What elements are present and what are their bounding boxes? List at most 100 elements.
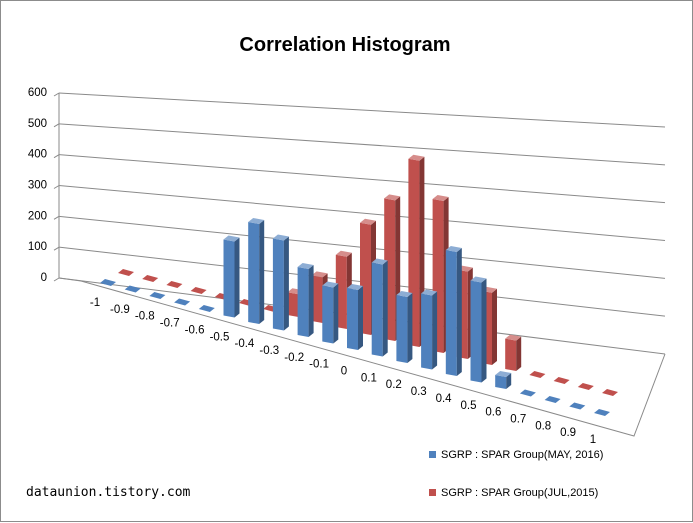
x-tick-label: 0.4	[436, 393, 453, 405]
bar-side	[358, 286, 363, 350]
gridline	[58, 123, 666, 166]
chart-title: Correlation Histogram	[239, 34, 450, 56]
x-tick-label: -0.8	[135, 311, 155, 323]
bar-top	[248, 218, 265, 224]
bar-top	[347, 284, 363, 290]
bar-floor-marker	[174, 298, 191, 306]
bar-side	[407, 293, 413, 363]
bar-top	[223, 235, 240, 242]
y-tick-label: 100	[28, 241, 47, 253]
bar-blue	[371, 258, 388, 357]
gridline-stub	[53, 215, 60, 220]
bar-top	[421, 289, 438, 296]
bar-blue	[248, 218, 265, 324]
x-tick-label: 1	[590, 434, 596, 446]
bar-top	[311, 271, 328, 278]
bar-red	[577, 383, 594, 390]
bar-floor-marker	[142, 275, 159, 282]
floor-outline	[58, 277, 666, 437]
x-tick-label: -0.5	[210, 331, 230, 343]
bar-red	[142, 275, 159, 282]
bar-blue	[174, 298, 191, 306]
x-tick-label: 0.6	[485, 407, 501, 419]
bar-floor-marker	[149, 292, 166, 299]
bar-floor-marker	[166, 281, 183, 288]
bar-blue	[272, 234, 289, 331]
y-tick-label: 600	[28, 87, 47, 99]
bar-top	[396, 291, 413, 297]
legend-item-may-2016: SGRP : SPAR Group(MAY, 2016)	[429, 449, 603, 461]
bar-front	[287, 292, 299, 317]
y-tick-label: 500	[28, 118, 47, 130]
bar-floor-marker	[118, 269, 134, 276]
bar-floor-marker	[100, 279, 116, 286]
bar-side	[432, 291, 438, 370]
x-axis-ticks: -1 -0.9 -0.8 -0.7 -0.6 -0.5 -0.4 -0.3 -0.2 -0.1 0 0…	[90, 297, 596, 446]
legend-swatch	[429, 451, 436, 458]
bar-blue	[149, 292, 166, 299]
bar-floor-marker	[553, 377, 570, 384]
bar-blue	[569, 402, 586, 410]
bar-side	[456, 248, 462, 376]
bar-floor-marker	[544, 396, 561, 403]
bar-blue	[100, 279, 116, 286]
gridlines	[53, 92, 666, 437]
bar-top	[505, 334, 522, 341]
bar-top	[495, 371, 512, 377]
x-tick-label: -0.1	[309, 359, 329, 371]
bar-floor-marker	[569, 402, 586, 410]
y-axis-ticks: 0 100 200 300 400 500 600	[28, 87, 47, 284]
bar-top	[322, 281, 339, 288]
bar-red	[553, 377, 570, 384]
bar-red	[166, 281, 183, 288]
bar-red	[529, 371, 546, 378]
bar-blue	[470, 276, 487, 383]
bar-side	[259, 220, 265, 324]
legend-label: SGRP : SPAR Group(JUL,2015)	[441, 487, 598, 499]
bar-side	[516, 336, 522, 371]
gridline-stub	[53, 92, 60, 97]
bar-blue	[396, 291, 413, 363]
bar-blue	[322, 281, 339, 344]
bar-top	[470, 276, 487, 283]
x-tick-label: 0.1	[361, 372, 377, 384]
bar-top	[408, 154, 425, 161]
gridline-stub	[53, 277, 60, 282]
x-tick-label: -0.2	[284, 352, 304, 364]
bar-blue	[445, 246, 462, 376]
x-tick-label: 0	[341, 366, 347, 378]
bar-floor-marker	[529, 371, 546, 378]
bar-side	[308, 265, 314, 337]
legend-label: SGRP : SPAR Group(MAY, 2016)	[441, 449, 603, 461]
y-tick-label: 400	[28, 149, 47, 161]
bar-front	[297, 267, 309, 337]
bar-floor-marker	[594, 409, 610, 416]
bar-side	[506, 373, 512, 389]
bar-front	[421, 293, 433, 370]
bar-top	[432, 195, 449, 201]
bar-floor-marker	[198, 305, 215, 312]
gridline	[58, 185, 666, 241]
x-tick-label: 0.7	[510, 413, 526, 425]
bar-blue	[297, 263, 314, 337]
bar-side	[333, 283, 339, 344]
bar-blue	[544, 396, 561, 403]
bar-blue	[495, 371, 512, 389]
bar-front	[311, 275, 323, 323]
legend-swatch	[429, 489, 436, 496]
bar-side	[481, 278, 487, 383]
x-tick-label: -0.9	[110, 304, 130, 316]
bar-front	[371, 262, 383, 357]
bar-floor-marker	[190, 287, 207, 294]
bar-front	[505, 338, 517, 371]
x-tick-label: 0.5	[461, 400, 477, 412]
bar-top	[371, 258, 388, 265]
bar-side	[492, 288, 497, 365]
bar-front	[223, 239, 235, 318]
bar-front	[495, 375, 507, 389]
watermark-text: dataunion.tistory.com	[26, 485, 191, 500]
bar-front	[272, 238, 284, 331]
bar-front	[248, 222, 260, 324]
x-tick-label: 0.9	[560, 427, 576, 439]
